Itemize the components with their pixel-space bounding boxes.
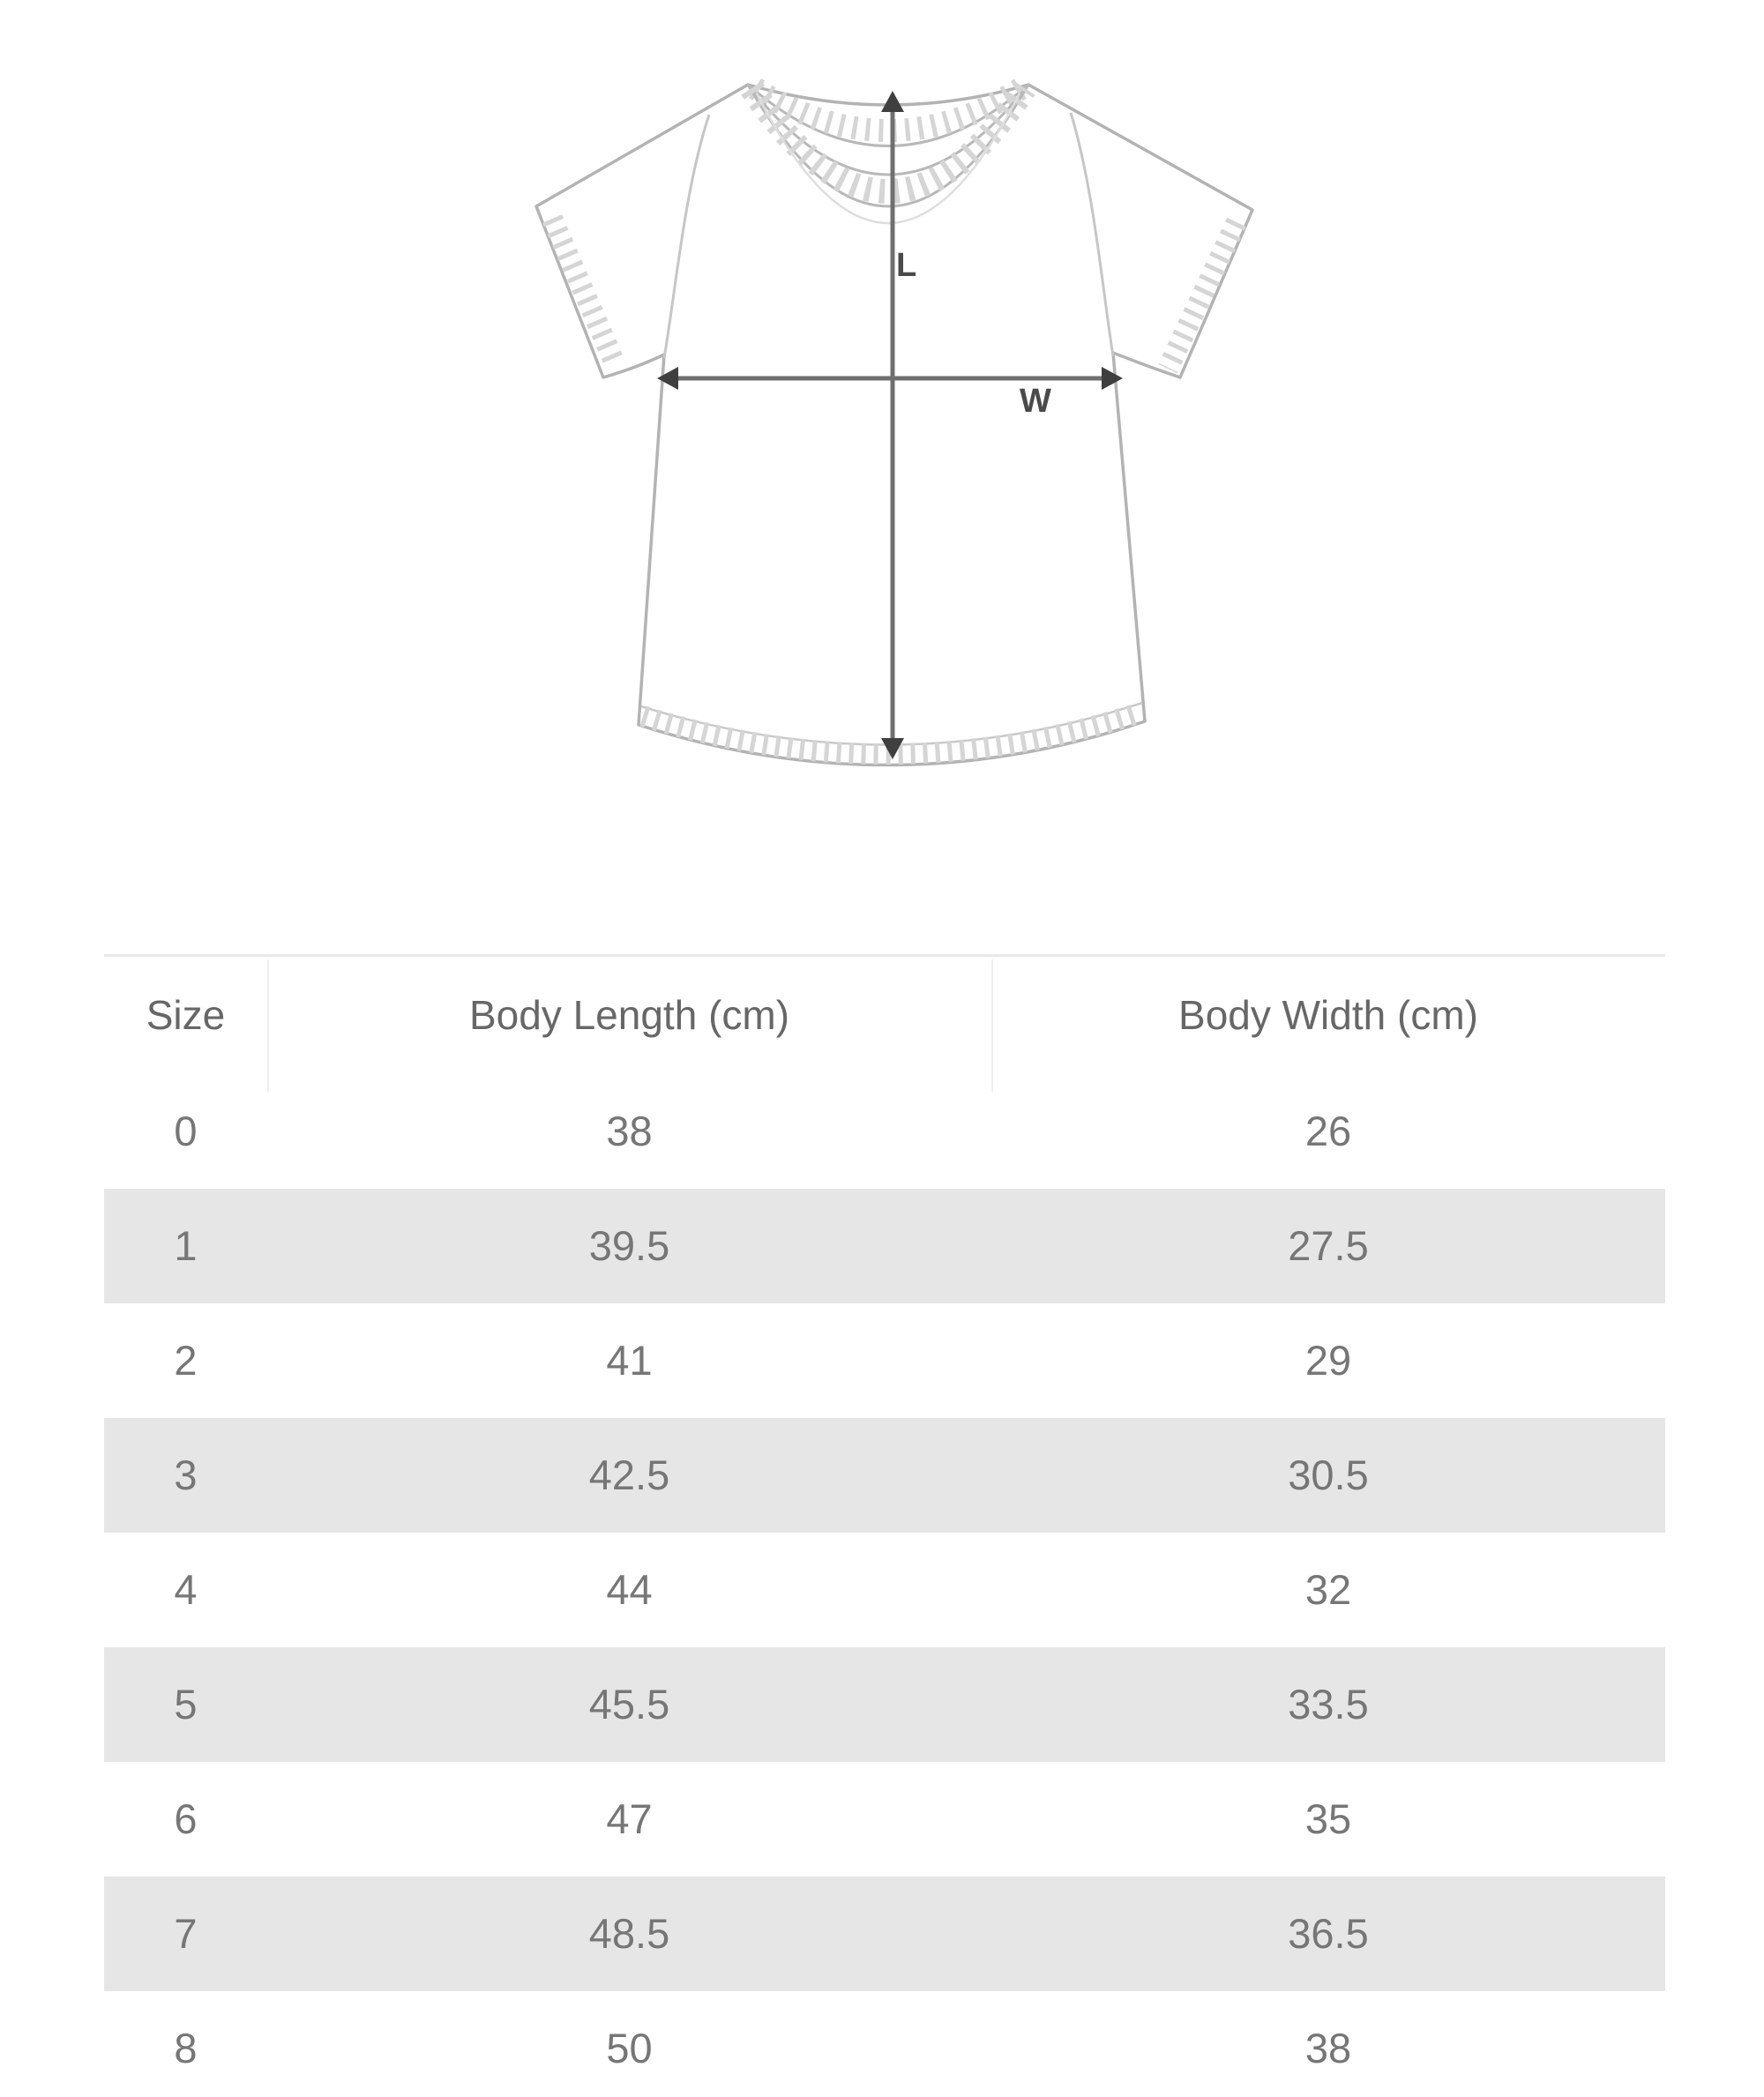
collar-front-rib-stitch: [741, 81, 1035, 204]
body-width-cell: 27.5: [1288, 1222, 1369, 1270]
width-arrowhead-right: [1102, 367, 1123, 390]
table-header-row: Size Body Length (cm) Body Width (cm): [104, 957, 1665, 1074]
header-divider: [267, 959, 269, 1092]
armhole-seam-left: [662, 114, 711, 359]
table-row: 0 38 26: [104, 1074, 1665, 1189]
body-length-cell: 50: [606, 2025, 653, 2072]
cuff-stitch-left: [542, 214, 626, 369]
size-cell: 1: [174, 1222, 198, 1270]
length-label: L: [896, 247, 916, 284]
body-width-cell: 26: [1304, 1108, 1352, 1155]
body-width-cell: 29: [1304, 1337, 1352, 1384]
body-length-cell: 42.5: [588, 1451, 670, 1499]
body-width-cell: 32: [1304, 1566, 1352, 1614]
header-divider: [991, 959, 993, 1092]
table-row: 1 39.5 27.5: [104, 1189, 1665, 1303]
table-row: 8 50 38: [104, 1991, 1665, 2097]
table-row: 2 41 29: [104, 1303, 1665, 1418]
collar-shadow-arc: [755, 93, 1021, 225]
table-row: 5 45.5 33.5: [104, 1647, 1665, 1762]
body-length-cell: 45.5: [588, 1681, 670, 1728]
body-width-cell: 33.5: [1288, 1681, 1369, 1728]
size-cell: 3: [174, 1451, 198, 1499]
length-arrowhead-bottom: [881, 738, 904, 759]
collar-back-rib-stitch: [749, 78, 1028, 142]
table-row: 7 48.5 36.5: [104, 1877, 1665, 1991]
header-body-length: Body Length (cm): [468, 992, 790, 1039]
size-cell: 4: [174, 1566, 198, 1614]
size-table: Size Body Length (cm) Body Width (cm) 0 …: [104, 954, 1665, 2097]
width-label: W: [1020, 383, 1051, 420]
body-length-cell: 47: [606, 1795, 653, 1843]
size-cell: 6: [174, 1795, 198, 1843]
body-length-cell: 48.5: [588, 1910, 670, 1958]
header-body-width: Body Width (cm): [1178, 992, 1478, 1039]
length-arrowhead-top: [881, 91, 904, 112]
size-cell: 7: [174, 1910, 198, 1958]
size-cell: 8: [174, 2025, 198, 2072]
tshirt-diagram: L W: [0, 0, 1764, 864]
armhole-seam-right: [1069, 112, 1115, 357]
body-width-cell: 36.5: [1288, 1910, 1369, 1958]
table-row: 4 44 32: [104, 1533, 1665, 1647]
body-length-cell: 41: [606, 1337, 653, 1384]
body-width-cell: 38: [1304, 2025, 1352, 2072]
body-width-cell: 30.5: [1288, 1451, 1369, 1499]
size-cell: 0: [174, 1108, 198, 1155]
body-length-cell: 39.5: [588, 1222, 670, 1270]
size-cell: 5: [174, 1681, 198, 1728]
tshirt-diagram-svg: L W: [534, 78, 1254, 767]
body-length-cell: 38: [606, 1108, 653, 1155]
collar-back-arc: [747, 83, 1029, 147]
table-row: 3 42.5 30.5: [104, 1418, 1665, 1533]
cuff-stitch-right: [1158, 217, 1246, 374]
body-length-cell: 44: [606, 1566, 653, 1614]
width-arrowhead-left: [657, 367, 678, 390]
size-cell: 2: [174, 1337, 198, 1384]
collar-front-inner-arc: [746, 84, 1030, 208]
hem-stitch: [639, 702, 1144, 765]
header-size: Size: [146, 992, 226, 1039]
table-row: 6 47 35: [104, 1762, 1665, 1877]
body-width-cell: 35: [1304, 1795, 1352, 1843]
collar-front-outer-arc: [746, 84, 1030, 176]
